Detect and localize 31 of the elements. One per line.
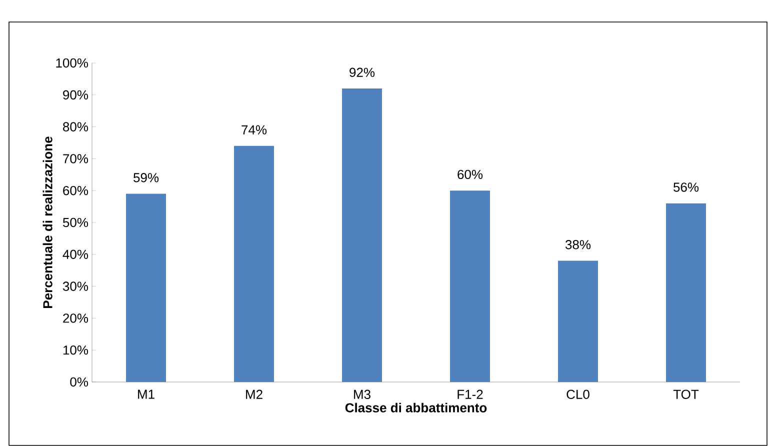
y-tick-label: 10% xyxy=(63,345,88,355)
y-tick-label: 80% xyxy=(63,122,88,132)
y-axis-title: Percentuale di realizzazione xyxy=(42,136,52,308)
x-tick-label: TOT xyxy=(673,390,699,399)
data-label: 38% xyxy=(565,240,591,250)
data-label: 92% xyxy=(350,68,375,77)
y-tick-label: 30% xyxy=(62,282,88,291)
y-tick-label: 70% xyxy=(63,154,88,164)
x-axis-title: Classe di abbattimento xyxy=(345,402,487,412)
bar xyxy=(450,190,490,382)
data-label: 60% xyxy=(458,170,483,180)
x-tick-label: M2 xyxy=(246,390,262,399)
bar xyxy=(666,203,706,382)
data-label: 56% xyxy=(674,182,699,192)
data-label: 74% xyxy=(242,125,267,134)
y-tick-label: 90% xyxy=(63,90,88,100)
y-tick-label: 100% xyxy=(56,58,88,68)
y-tick-label: 40% xyxy=(62,250,88,259)
x-tick-label: M1 xyxy=(138,390,154,399)
y-tick-label: 50% xyxy=(62,218,88,228)
bar xyxy=(558,260,598,382)
y-tick-label: 60% xyxy=(63,186,88,196)
y-tick-label: 20% xyxy=(63,314,88,323)
x-tick-label: M3 xyxy=(354,390,370,399)
data-label: 59% xyxy=(134,173,159,182)
y-tick-label: 0% xyxy=(70,377,88,387)
x-tick-label: F1-2 xyxy=(458,390,483,399)
x-tick-label: CL0 xyxy=(566,390,590,399)
bar xyxy=(126,194,166,382)
bar xyxy=(234,146,274,382)
bar xyxy=(342,88,382,382)
